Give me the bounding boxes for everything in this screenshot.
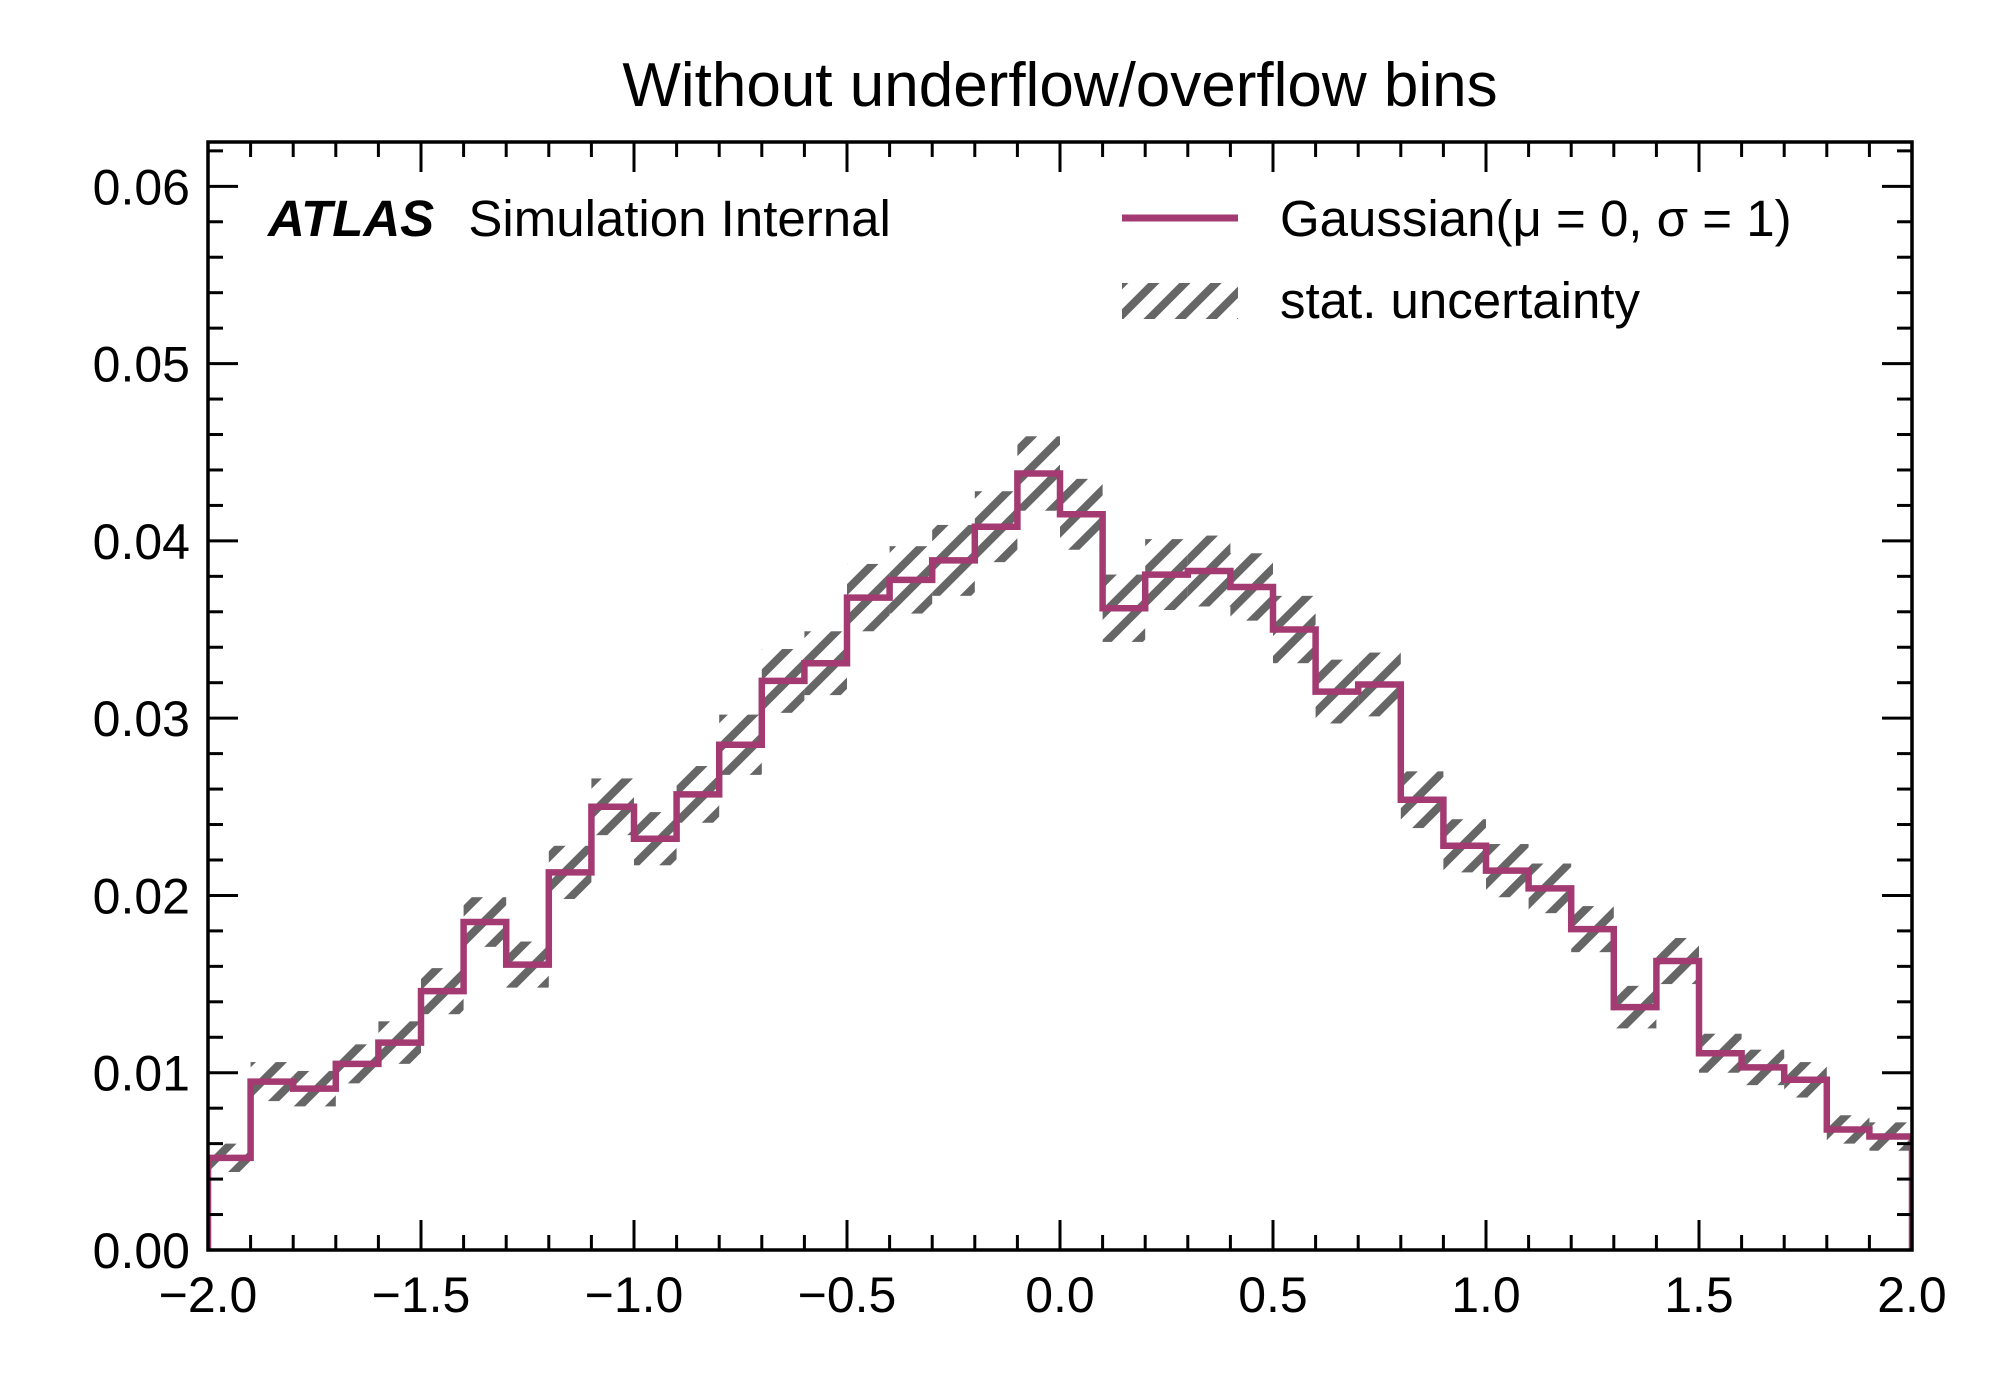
atlas-brand: ATLAS xyxy=(266,190,434,247)
x-tick-label-2: −1.0 xyxy=(585,1267,684,1323)
y-tick-label-4: 0.04 xyxy=(93,514,190,570)
x-tick-label-6: 1.0 xyxy=(1451,1267,1521,1323)
x-tick-label-7: 1.5 xyxy=(1664,1267,1734,1323)
y-tick-label-1: 0.01 xyxy=(93,1046,190,1102)
y-tick-label-2: 0.02 xyxy=(93,868,190,924)
atlas-suffix: Simulation Internal xyxy=(468,190,890,247)
x-tick-label-0: −2.0 xyxy=(159,1267,258,1323)
y-tick-label-5: 0.05 xyxy=(93,337,190,393)
legend-hatch-swatch xyxy=(1122,283,1238,319)
x-tick-label-4: 0.0 xyxy=(1025,1267,1095,1323)
y-tick-label-3: 0.03 xyxy=(93,691,190,747)
chart-title: Without underflow/overflow bins xyxy=(622,51,1497,120)
legend: Gaussian(μ = 0, σ = 1) stat. uncertainty xyxy=(1122,190,1792,329)
atlas-label: ATLAS Simulation Internal xyxy=(266,190,891,247)
y-axis-tick-labels: 0.00 0.01 0.02 0.03 0.04 0.05 0.06 xyxy=(93,159,190,1279)
x-tick-label-8: 2.0 xyxy=(1877,1267,1947,1323)
uncertainty-bands xyxy=(208,436,1912,1172)
x-tick-label-3: −0.5 xyxy=(798,1267,897,1323)
plot-frame xyxy=(206,140,1914,1252)
y-tick-label-6: 0.06 xyxy=(93,159,190,215)
series-lines xyxy=(208,470,1912,1250)
x-tick-label-5: 0.5 xyxy=(1238,1267,1308,1323)
axis-ticks xyxy=(206,142,1914,1252)
legend-label-gaussian: Gaussian(μ = 0, σ = 1) xyxy=(1280,190,1792,247)
y-tick-label-0: 0.00 xyxy=(93,1223,190,1279)
x-tick-label-1: −1.5 xyxy=(372,1267,471,1323)
legend-label-uncertainty: stat. uncertainty xyxy=(1280,272,1641,329)
x-axis-tick-labels: −2.0 −1.5 −1.0 −0.5 0.0 0.5 1.0 1.5 2.0 xyxy=(159,1267,1947,1323)
series-gaussian-step-line xyxy=(208,470,1912,1250)
